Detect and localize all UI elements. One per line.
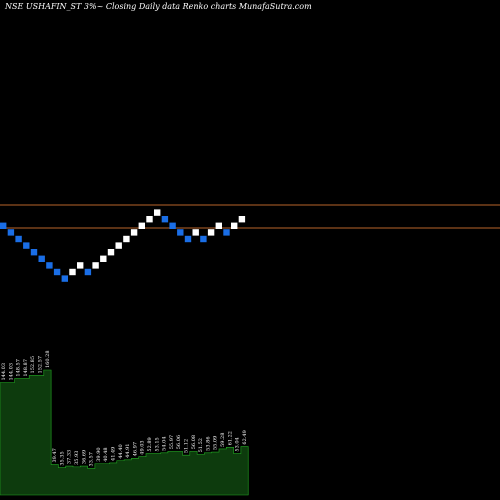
volume-label: 44.91 <box>125 444 131 458</box>
volume-label: 160.28 <box>45 351 51 369</box>
volume-label: 41.49 <box>111 447 117 461</box>
renko-brick <box>177 229 184 236</box>
renko-brick <box>161 216 169 223</box>
renko-brick <box>0 222 7 229</box>
renko-brick <box>223 229 230 236</box>
renko-brick <box>100 255 107 262</box>
renko-brick <box>115 242 122 249</box>
volume-label: 53.04 <box>235 437 241 451</box>
renko-brick <box>77 262 84 269</box>
volume-label: 54.04 <box>162 436 168 450</box>
renko-brick <box>169 222 176 229</box>
volume-label: 53.15 <box>154 437 160 451</box>
renko-brick <box>30 249 38 256</box>
volume-label: 35.35 <box>59 451 65 465</box>
volume-label: 44.40 <box>118 444 124 458</box>
volume-label: 36.69 <box>81 450 87 464</box>
volume-fill <box>0 369 249 496</box>
volume-label: 35.93 <box>74 451 80 465</box>
volume-label: 52.89 <box>147 437 153 451</box>
renko-brick <box>15 235 22 243</box>
volume-label: 59.28 <box>220 433 226 447</box>
renko-brick <box>238 216 246 223</box>
volume-label: 51.52 <box>198 438 204 452</box>
renko-brick <box>138 222 145 229</box>
chart-title: NSE USHAFIN_ST 3%~ Closing Daily data Re… <box>4 2 312 11</box>
volume-label: 39.47 <box>52 448 58 462</box>
volume-label: 40.48 <box>103 447 109 461</box>
volume-label: 152.57 <box>38 356 44 374</box>
volume-label: 39.90 <box>96 447 102 461</box>
volume-label: 61.22 <box>227 431 233 445</box>
renko-brick <box>200 235 207 243</box>
renko-brick <box>61 275 68 282</box>
volume-label: 46.97 <box>132 442 138 456</box>
volume-label: 55.97 <box>169 435 175 449</box>
renko-brick <box>84 268 92 276</box>
volume-label: 55.09 <box>213 436 219 450</box>
volume-label: 144.03 <box>8 363 14 381</box>
renko-brick <box>231 222 238 229</box>
renko-brick <box>130 229 138 236</box>
renko-brick <box>46 262 53 269</box>
renko-brick <box>53 268 61 276</box>
volume-label: 56.06 <box>176 435 182 449</box>
renko-brick <box>146 216 153 223</box>
renko-brick <box>92 262 99 269</box>
reference-lines <box>0 204 500 229</box>
volume-label: 148.57 <box>16 359 22 377</box>
renko-bricks <box>0 209 246 282</box>
renko-brick <box>192 229 199 236</box>
renko-brick <box>69 268 76 276</box>
volume-label: 33.57 <box>89 452 95 466</box>
renko-brick <box>7 229 15 236</box>
renko-brick <box>38 255 45 262</box>
renko-brick <box>207 229 215 236</box>
volume-label: 56.08 <box>191 435 197 449</box>
volume-label: 148.87 <box>23 359 29 377</box>
renko-brick <box>184 235 192 243</box>
volume-label: 51.12 <box>184 439 190 453</box>
volume-label: 37.33 <box>67 450 73 464</box>
renko-brick <box>123 235 130 243</box>
renko-brick <box>215 222 222 229</box>
volume-label: 152.85 <box>30 356 36 374</box>
volume-label: 53.86 <box>205 436 211 450</box>
volume-label: 62.49 <box>242 430 248 444</box>
renko-brick <box>107 249 115 256</box>
renko-brick <box>154 209 161 216</box>
volume-label: 49.03 <box>140 440 146 454</box>
volume-area: 144.03 144.03 148.57 148.87 152.85 152.57 160.… <box>0 351 249 496</box>
renko-brick <box>23 242 30 249</box>
volume-label: 144.03 <box>1 363 7 381</box>
